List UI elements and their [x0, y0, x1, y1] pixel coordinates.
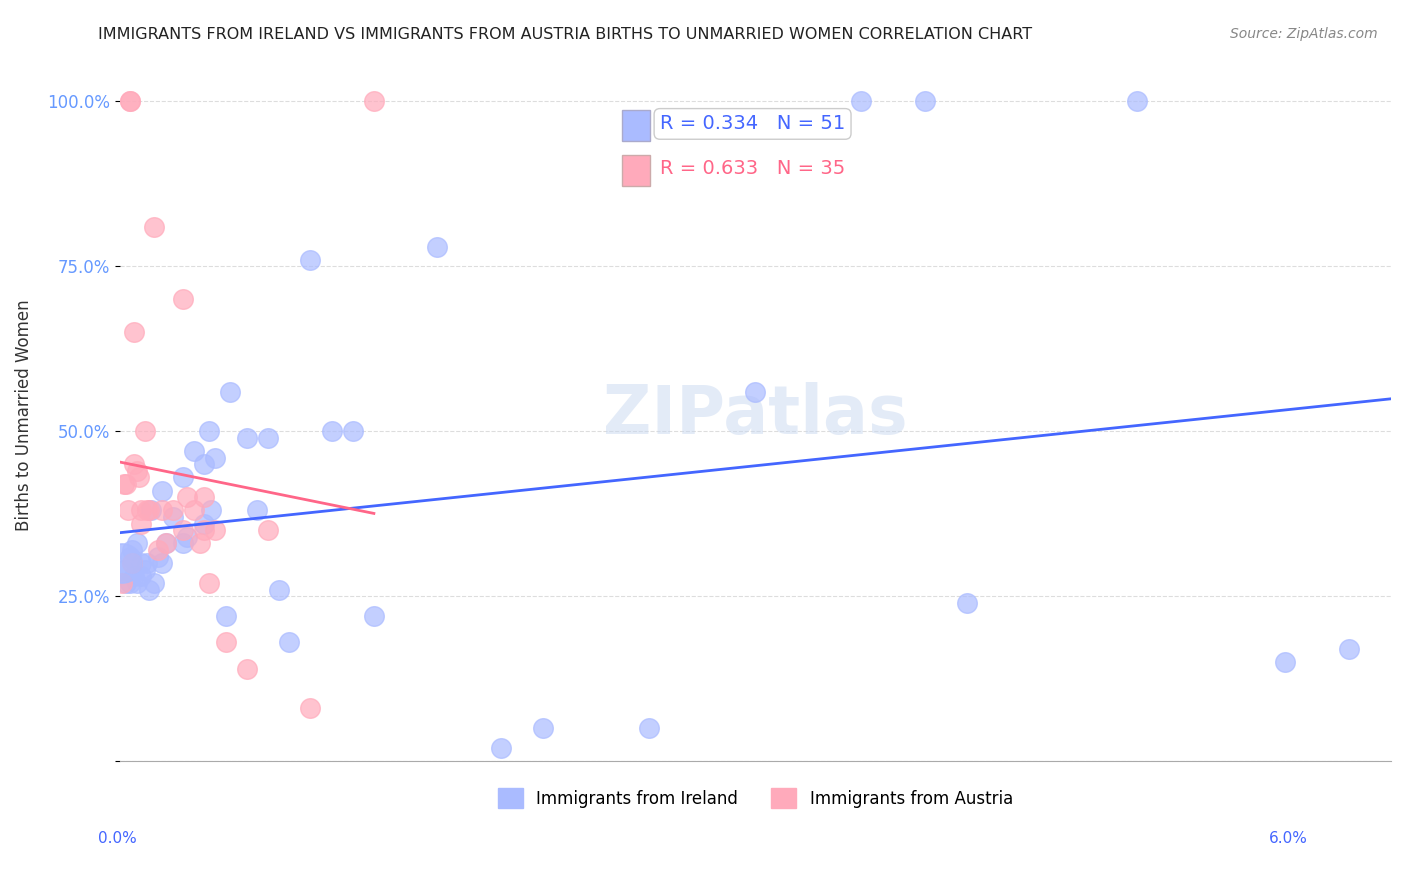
Point	[142, 576, 165, 591]
Text: R = 0.334   N = 51: R = 0.334 N = 51	[659, 114, 845, 134]
Point	[851, 95, 873, 109]
Point	[115, 576, 138, 591]
Point	[120, 576, 142, 591]
Point	[121, 543, 143, 558]
Text: 0.0%: 0.0%	[98, 831, 138, 846]
Point	[193, 490, 215, 504]
Text: Source: ZipAtlas.com: Source: ZipAtlas.com	[1230, 27, 1378, 41]
FancyBboxPatch shape	[621, 110, 650, 141]
Point	[125, 536, 148, 550]
Point	[134, 563, 156, 577]
Point	[235, 662, 257, 676]
Point	[129, 516, 152, 531]
Point	[125, 576, 148, 591]
Point	[531, 721, 554, 735]
Point	[138, 503, 160, 517]
Point	[172, 470, 194, 484]
FancyBboxPatch shape	[621, 155, 650, 186]
Point	[162, 510, 184, 524]
Point	[363, 95, 385, 109]
Point	[214, 609, 236, 624]
Point	[197, 576, 219, 591]
Point	[193, 516, 215, 531]
Point	[214, 635, 236, 649]
Point	[278, 635, 301, 649]
Point	[125, 464, 148, 478]
Point	[197, 425, 219, 439]
Point	[129, 556, 152, 570]
Point	[257, 523, 280, 537]
Point	[136, 556, 159, 570]
Point	[129, 569, 152, 583]
Point	[124, 569, 146, 583]
Point	[112, 477, 135, 491]
Point	[120, 549, 142, 564]
Point	[120, 95, 142, 109]
Point	[112, 563, 135, 577]
Point	[183, 503, 205, 517]
Point	[257, 431, 280, 445]
Point	[193, 457, 215, 471]
Point	[956, 596, 979, 610]
Point	[136, 503, 159, 517]
Point	[204, 523, 226, 537]
Point	[200, 503, 222, 517]
Point	[246, 503, 269, 517]
Point	[172, 523, 194, 537]
Point	[155, 536, 177, 550]
Point	[120, 95, 142, 109]
Point	[111, 556, 134, 570]
Point	[129, 503, 152, 517]
Point	[1274, 655, 1296, 669]
Y-axis label: Births to Unmarried Women: Births to Unmarried Women	[15, 299, 32, 531]
Point	[172, 293, 194, 307]
Point	[321, 425, 343, 439]
Point	[1125, 95, 1147, 109]
Point	[117, 503, 139, 517]
Point	[150, 483, 173, 498]
Point	[363, 609, 385, 624]
Point	[128, 470, 150, 484]
Point	[124, 326, 146, 340]
Point	[267, 582, 290, 597]
Point	[218, 384, 240, 399]
Legend: Immigrants from Ireland, Immigrants from Austria: Immigrants from Ireland, Immigrants from…	[491, 781, 1019, 815]
Point	[124, 457, 146, 471]
Point	[150, 503, 173, 517]
Point	[138, 582, 160, 597]
Point	[188, 536, 211, 550]
Text: R = 0.633   N = 35: R = 0.633 N = 35	[659, 160, 845, 178]
Point	[162, 503, 184, 517]
Point	[489, 740, 512, 755]
Point	[146, 549, 169, 564]
Point	[1337, 642, 1360, 657]
Point	[111, 576, 134, 591]
Point	[176, 490, 198, 504]
Point	[142, 219, 165, 234]
Point	[150, 556, 173, 570]
Point	[299, 252, 322, 267]
Point	[115, 477, 138, 491]
Point	[744, 384, 766, 399]
Point	[121, 556, 143, 570]
Point	[172, 536, 194, 550]
Text: IMMIGRANTS FROM IRELAND VS IMMIGRANTS FROM AUSTRIA BIRTHS TO UNMARRIED WOMEN COR: IMMIGRANTS FROM IRELAND VS IMMIGRANTS FR…	[98, 27, 1032, 42]
Point	[193, 523, 215, 537]
Point	[235, 431, 257, 445]
Point	[141, 503, 163, 517]
Point	[426, 239, 449, 253]
Point	[134, 425, 156, 439]
Text: 6.0%: 6.0%	[1268, 831, 1308, 846]
Point	[155, 536, 177, 550]
Text: ZIPatlas: ZIPatlas	[603, 382, 908, 448]
Point	[299, 701, 322, 715]
Point	[204, 450, 226, 465]
Point	[342, 425, 364, 439]
Point	[914, 95, 936, 109]
Point	[176, 530, 198, 544]
Point	[183, 444, 205, 458]
Point	[638, 721, 661, 735]
Point	[146, 543, 169, 558]
